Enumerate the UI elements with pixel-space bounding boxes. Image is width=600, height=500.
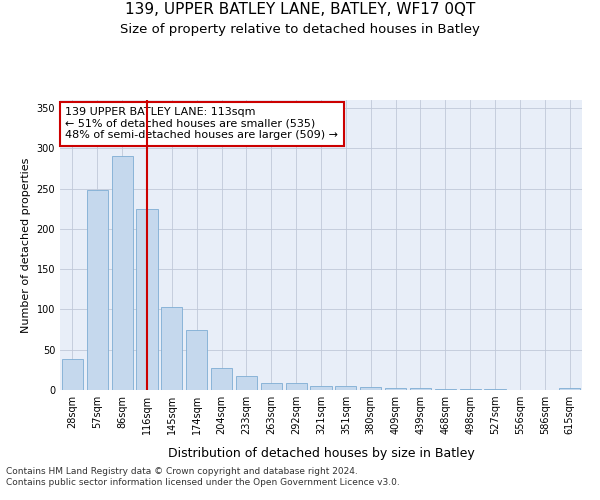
Bar	[335, 386, 356, 390]
Bar	[236, 376, 257, 390]
Text: 139, UPPER BATLEY LANE, BATLEY, WF17 0QT: 139, UPPER BATLEY LANE, BATLEY, WF17 0QT	[125, 2, 475, 18]
Bar	[410, 388, 431, 390]
Bar	[286, 383, 307, 390]
Bar	[62, 360, 83, 390]
Text: Contains HM Land Registry data © Crown copyright and database right 2024.
Contai: Contains HM Land Registry data © Crown c…	[6, 468, 400, 487]
Bar	[161, 307, 182, 390]
Bar	[261, 383, 282, 390]
Bar	[435, 389, 456, 390]
Bar	[559, 388, 580, 390]
Bar	[484, 389, 506, 390]
Bar	[310, 386, 332, 390]
Bar	[211, 368, 232, 390]
Bar	[87, 190, 108, 390]
Text: Size of property relative to detached houses in Batley: Size of property relative to detached ho…	[120, 22, 480, 36]
Bar	[385, 388, 406, 390]
Bar	[112, 156, 133, 390]
Bar	[186, 330, 207, 390]
Bar	[460, 389, 481, 390]
Bar	[136, 209, 158, 390]
Text: 139 UPPER BATLEY LANE: 113sqm
← 51% of detached houses are smaller (535)
48% of : 139 UPPER BATLEY LANE: 113sqm ← 51% of d…	[65, 108, 338, 140]
Bar	[360, 387, 381, 390]
Y-axis label: Number of detached properties: Number of detached properties	[21, 158, 31, 332]
Text: Distribution of detached houses by size in Batley: Distribution of detached houses by size …	[167, 448, 475, 460]
